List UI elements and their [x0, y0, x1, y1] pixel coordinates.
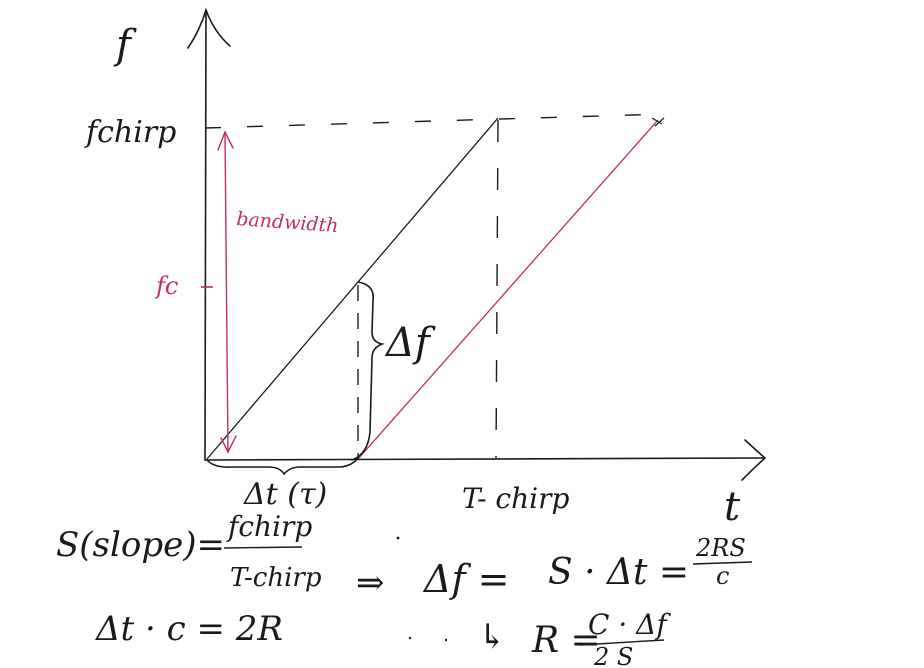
r-denominator: 2 S	[593, 643, 633, 668]
slope-equation: S(slope)= fchirp T-chirp	[56, 510, 322, 593]
stray-marks	[396, 536, 448, 642]
delta-t-label: Δt (τ)	[243, 477, 327, 512]
two-rs-fraction-bar	[692, 561, 753, 565]
bandwidth-arrow	[217, 130, 237, 454]
x-axis	[204, 439, 767, 481]
rx-chirp-line	[357, 119, 659, 460]
dt-c-equation: Δt · c = 2R	[94, 609, 283, 649]
slope-lhs: S(slope)=	[56, 525, 225, 565]
two-rs-denominator: c	[716, 562, 729, 590]
t-chirp-dashed-line	[495, 119, 499, 459]
y-axis-label: f	[113, 22, 137, 68]
r-numerator: C · Δf	[588, 608, 671, 641]
rx-chirp-end-mark	[651, 117, 665, 127]
delta-f-equation: ⇒ Δf = S · Δt = 2RS c	[356, 534, 753, 603]
fc-label: fc	[154, 272, 178, 300]
delta-f-label: Δf	[384, 320, 436, 366]
t-chirp-label: T- chirp	[462, 482, 569, 515]
slope-numerator: fchirp	[226, 510, 312, 543]
slope-denominator: T-chirp	[230, 563, 322, 593]
two-rs-numerator: 2RS	[695, 534, 746, 562]
s-dt-term: S · Δt =	[548, 552, 689, 593]
f-chirp-label: fchirp	[84, 115, 176, 150]
range-relation: Δt · c = 2R	[94, 609, 283, 649]
y-axis	[187, 7, 231, 461]
bandwidth-label: bandwidth	[236, 208, 340, 237]
f-chirp-dashed-line	[204, 113, 666, 129]
delta-f-brace	[351, 281, 385, 461]
delta-t-brace	[206, 457, 359, 476]
range-equation: ↳ R = C · Δf 2 S	[478, 608, 671, 668]
r-fraction-bar	[579, 639, 665, 646]
implies-arrow: ⇒	[356, 563, 385, 603]
r-eq: R =	[531, 620, 601, 661]
hook-arrow: ↳	[478, 617, 507, 657]
delta-f-eq: Δf =	[422, 557, 509, 601]
tx-chirp-line	[206, 117, 499, 460]
x-axis-label: t	[724, 484, 741, 530]
slope-fraction-bar	[223, 546, 303, 549]
